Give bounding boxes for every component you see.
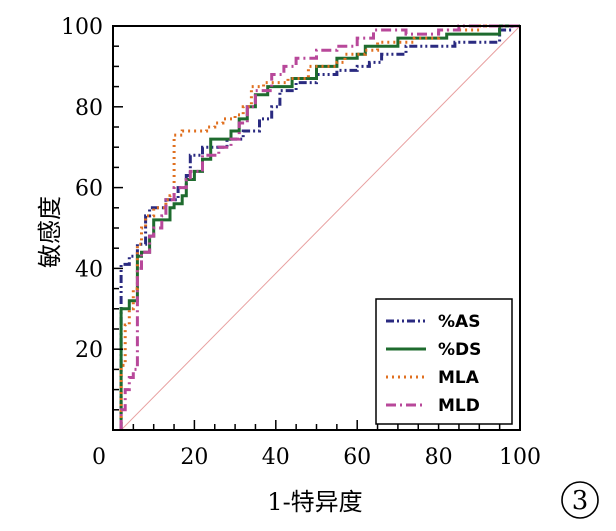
legend: %AS %DS MLA MLD [375, 298, 513, 425]
reference-diagonal [120, 25, 521, 431]
panel-badge: 3 [561, 481, 599, 519]
x-axis-title: 1-特异度 [267, 488, 362, 516]
y-tick-label: 40 [75, 257, 103, 282]
panel-badge-label: 3 [572, 486, 589, 516]
y-axis-title: 敏感度 [36, 196, 64, 268]
axes: 0 20 40 60 80 100 20 40 60 80 100 [61, 15, 541, 470]
legend-label: MLD [438, 396, 480, 416]
series-line-mld [119, 24, 520, 430]
series-line-mla [119, 24, 520, 430]
panel-badge-circle [561, 481, 599, 519]
x-tick-label: 100 [499, 445, 541, 470]
legend-label: MLA [438, 368, 480, 388]
x-tick-label: 80 [425, 445, 453, 470]
y-tick-label: 20 [75, 338, 103, 363]
series-line-pct-as [119, 24, 520, 430]
y-tick-label: 60 [75, 177, 103, 202]
y-tick-label: 100 [61, 15, 103, 40]
legend-label: %DS [438, 340, 481, 360]
series-layer [119, 24, 520, 430]
reference-line [120, 25, 521, 431]
x-tick-label: 0 [92, 445, 106, 470]
x-tick-label: 20 [180, 445, 208, 470]
x-tick-label: 60 [343, 445, 371, 470]
x-tick-label: 40 [262, 445, 290, 470]
y-tick-label: 80 [75, 96, 103, 121]
legend-label: %AS [438, 312, 480, 332]
